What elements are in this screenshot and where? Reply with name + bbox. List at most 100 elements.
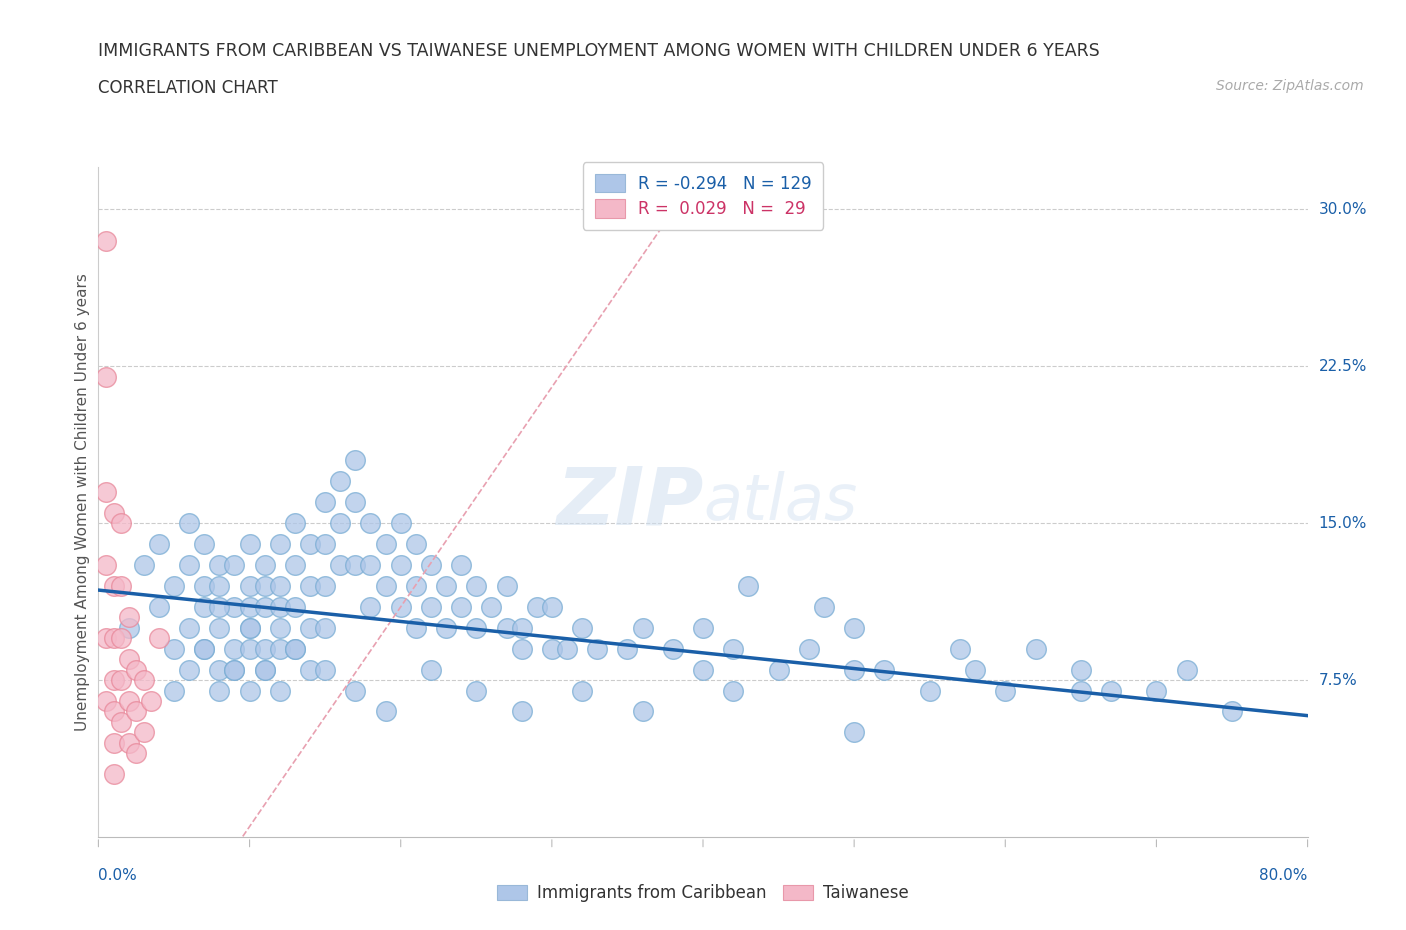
Point: [434, 620, 457, 635]
Point: [125, 746, 148, 761]
Point: [103, 631, 125, 645]
Point: [405, 620, 427, 635]
Point: [193, 537, 215, 551]
Point: [344, 558, 367, 573]
Point: [208, 600, 231, 615]
Point: [125, 662, 148, 677]
Point: [465, 683, 488, 698]
Point: [253, 600, 276, 615]
Point: [163, 642, 186, 657]
Point: [177, 516, 201, 531]
Point: [450, 558, 472, 573]
Point: [253, 578, 276, 593]
Point: [269, 620, 291, 635]
Point: [465, 620, 488, 635]
Point: [177, 662, 201, 677]
Point: [329, 474, 352, 489]
Point: [94, 694, 117, 709]
Point: [405, 578, 427, 593]
Point: [103, 578, 125, 593]
Point: [208, 558, 231, 573]
Point: [419, 662, 441, 677]
Point: [314, 537, 336, 551]
Point: [110, 714, 132, 729]
Point: [314, 620, 336, 635]
Point: [510, 620, 533, 635]
Point: [540, 600, 562, 615]
Point: [94, 558, 117, 573]
Point: [844, 662, 866, 677]
Point: [132, 558, 155, 573]
Point: [163, 578, 186, 593]
Point: [148, 631, 170, 645]
Text: 0.0%: 0.0%: [98, 868, 138, 883]
Point: [314, 495, 336, 510]
Point: [737, 578, 759, 593]
Point: [94, 369, 117, 384]
Point: [768, 662, 790, 677]
Point: [193, 642, 215, 657]
Point: [374, 537, 396, 551]
Point: [692, 662, 714, 677]
Point: [314, 662, 336, 677]
Point: [721, 642, 744, 657]
Point: [224, 600, 246, 615]
Point: [239, 600, 262, 615]
Point: [314, 578, 336, 593]
Point: [797, 642, 820, 657]
Point: [419, 558, 441, 573]
Point: [118, 652, 141, 667]
Point: [148, 600, 170, 615]
Point: [374, 578, 396, 593]
Point: [253, 642, 276, 657]
Point: [141, 694, 163, 709]
Point: [1070, 683, 1092, 698]
Point: [495, 620, 517, 635]
Point: [239, 642, 262, 657]
Point: [177, 620, 201, 635]
Point: [631, 704, 654, 719]
Point: [1220, 704, 1243, 719]
Point: [163, 683, 186, 698]
Point: [148, 537, 170, 551]
Point: [510, 642, 533, 657]
Point: [994, 683, 1017, 698]
Point: [208, 662, 231, 677]
Point: [224, 642, 246, 657]
Text: 15.0%: 15.0%: [1319, 515, 1367, 531]
Point: [405, 537, 427, 551]
Point: [269, 642, 291, 657]
Point: [571, 683, 593, 698]
Point: [284, 642, 307, 657]
Point: [1070, 662, 1092, 677]
Point: [284, 642, 307, 657]
Point: [813, 600, 835, 615]
Point: [132, 725, 155, 740]
Point: [389, 600, 412, 615]
Point: [269, 683, 291, 698]
Point: [965, 662, 987, 677]
Text: 22.5%: 22.5%: [1319, 359, 1367, 374]
Point: [208, 683, 231, 698]
Point: [329, 516, 352, 531]
Point: [132, 672, 155, 687]
Point: [110, 516, 132, 531]
Point: [118, 620, 141, 635]
Point: [239, 578, 262, 593]
Point: [110, 631, 132, 645]
Point: [450, 600, 472, 615]
Point: [253, 558, 276, 573]
Point: [389, 558, 412, 573]
Point: [692, 620, 714, 635]
Point: [193, 600, 215, 615]
Text: CORRELATION CHART: CORRELATION CHART: [98, 79, 278, 97]
Text: ZIP: ZIP: [555, 463, 703, 541]
Point: [844, 725, 866, 740]
Point: [94, 631, 117, 645]
Point: [208, 578, 231, 593]
Point: [918, 683, 941, 698]
Point: [299, 578, 322, 593]
Point: [118, 736, 141, 751]
Point: [284, 558, 307, 573]
Text: 80.0%: 80.0%: [1260, 868, 1308, 883]
